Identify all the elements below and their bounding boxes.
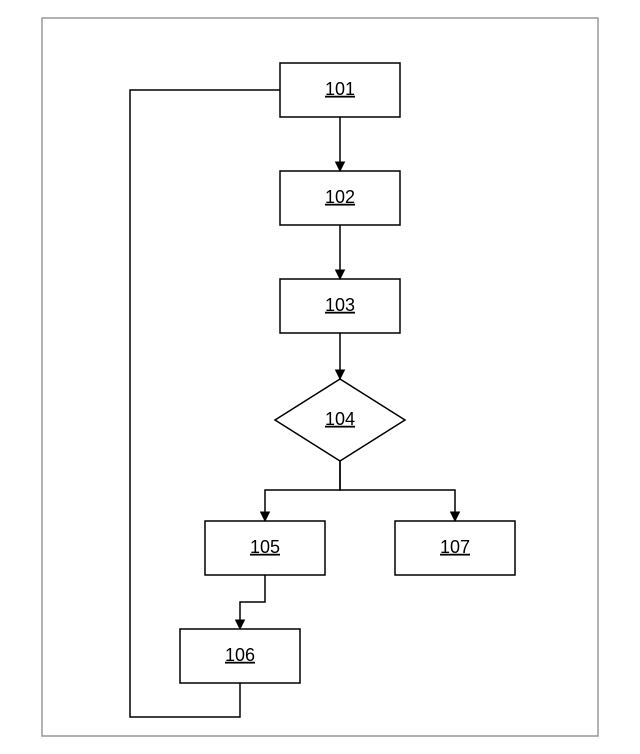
node-label-101: 101	[325, 79, 355, 99]
edge-n105-n106	[240, 575, 265, 629]
edge-n106-n101	[130, 90, 280, 717]
node-label-104: 104	[325, 409, 355, 429]
node-label-102: 102	[325, 187, 355, 207]
flowchart-svg: 101 102 103 104 105 107 106	[0, 0, 640, 754]
node-label-107: 107	[440, 537, 470, 557]
edge-n104-n107	[340, 461, 455, 521]
frame-border	[42, 18, 598, 736]
flowchart-container: 101 102 103 104 105 107 106	[0, 0, 640, 754]
node-label-105: 105	[250, 537, 280, 557]
node-label-103: 103	[325, 295, 355, 315]
node-label-106: 106	[225, 645, 255, 665]
edge-n104-n105	[265, 461, 340, 521]
